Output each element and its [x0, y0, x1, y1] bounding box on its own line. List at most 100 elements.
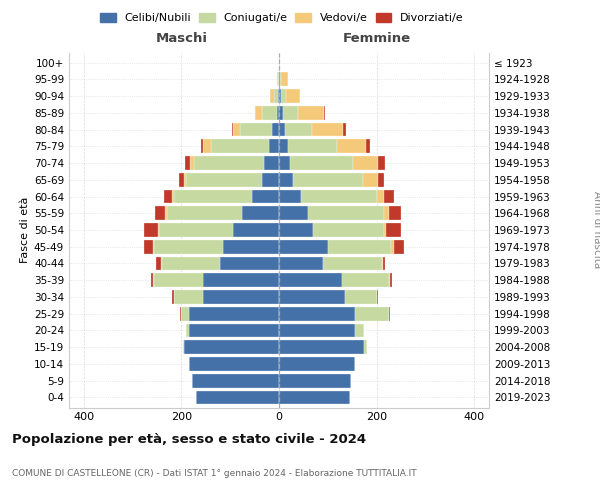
Bar	[394, 240, 404, 254]
Bar	[283, 106, 298, 120]
Bar	[383, 256, 385, 270]
Bar	[390, 274, 392, 287]
Bar	[183, 340, 184, 354]
Bar	[144, 223, 158, 237]
Bar	[366, 140, 370, 153]
Bar	[343, 122, 346, 136]
Bar	[279, 324, 355, 338]
Bar	[254, 106, 262, 120]
Bar	[203, 274, 279, 287]
Bar	[174, 290, 203, 304]
Bar	[156, 256, 161, 270]
Bar	[184, 173, 186, 186]
Bar	[151, 274, 154, 287]
Bar	[279, 256, 323, 270]
Bar	[389, 307, 390, 320]
Bar	[162, 256, 220, 270]
Bar	[160, 223, 233, 237]
Bar	[389, 274, 390, 287]
Bar	[181, 307, 188, 320]
Bar	[313, 223, 384, 237]
Bar	[278, 72, 279, 86]
Bar	[308, 206, 384, 220]
Bar	[242, 206, 279, 220]
Bar	[279, 223, 313, 237]
Bar	[265, 156, 279, 170]
Bar	[240, 122, 272, 136]
Bar	[364, 340, 367, 354]
Bar	[389, 206, 401, 220]
Bar	[144, 240, 154, 254]
Bar	[196, 390, 279, 404]
Bar	[203, 290, 279, 304]
Bar	[269, 140, 279, 153]
Bar	[154, 274, 203, 287]
Bar	[179, 173, 184, 186]
Bar	[298, 106, 325, 120]
Bar	[353, 156, 377, 170]
Bar	[355, 324, 364, 338]
Bar	[161, 256, 162, 270]
Bar	[279, 290, 345, 304]
Bar	[211, 140, 269, 153]
Bar	[172, 190, 174, 203]
Bar	[279, 173, 293, 186]
Y-axis label: Fasce di età: Fasce di età	[20, 197, 30, 263]
Bar	[167, 206, 242, 220]
Bar	[386, 223, 401, 237]
Bar	[279, 340, 364, 354]
Bar	[188, 357, 279, 371]
Bar	[279, 274, 343, 287]
Bar	[281, 72, 288, 86]
Bar	[377, 190, 384, 203]
Bar	[185, 156, 190, 170]
Bar	[278, 89, 279, 103]
Bar	[158, 223, 160, 237]
Bar	[192, 374, 279, 388]
Bar	[186, 324, 188, 338]
Bar	[233, 122, 240, 136]
Bar	[281, 89, 286, 103]
Bar	[377, 290, 378, 304]
Bar	[301, 190, 377, 203]
Bar	[279, 206, 308, 220]
Bar	[272, 122, 279, 136]
Bar	[384, 206, 389, 220]
Bar	[201, 140, 203, 153]
Bar	[274, 89, 278, 103]
Bar	[279, 240, 328, 254]
Text: Anni di nascita: Anni di nascita	[592, 192, 600, 268]
Bar	[364, 173, 378, 186]
Bar	[203, 140, 211, 153]
Bar	[391, 240, 394, 254]
Bar	[382, 256, 383, 270]
Bar	[288, 140, 337, 153]
Bar	[172, 290, 174, 304]
Bar	[378, 173, 384, 186]
Bar	[154, 240, 223, 254]
Bar	[223, 240, 279, 254]
Bar	[188, 324, 279, 338]
Bar	[279, 307, 355, 320]
Bar	[262, 106, 277, 120]
Bar	[184, 340, 279, 354]
Bar	[279, 106, 283, 120]
Bar	[174, 190, 252, 203]
Bar	[384, 190, 394, 203]
Bar	[188, 307, 279, 320]
Bar	[279, 374, 351, 388]
Bar	[312, 122, 343, 136]
Legend: Celibi/Nubili, Coniugati/e, Vedovi/e, Divorziati/e: Celibi/Nubili, Coniugati/e, Vedovi/e, Di…	[96, 8, 468, 28]
Bar	[279, 56, 280, 70]
Bar	[286, 89, 300, 103]
Bar	[280, 72, 281, 86]
Bar	[232, 122, 233, 136]
Bar	[290, 156, 353, 170]
Text: Femmine: Femmine	[343, 32, 411, 45]
Bar	[155, 206, 165, 220]
Bar	[186, 173, 262, 186]
Bar	[270, 89, 274, 103]
Bar	[343, 274, 389, 287]
Bar	[252, 190, 279, 203]
Bar	[279, 122, 285, 136]
